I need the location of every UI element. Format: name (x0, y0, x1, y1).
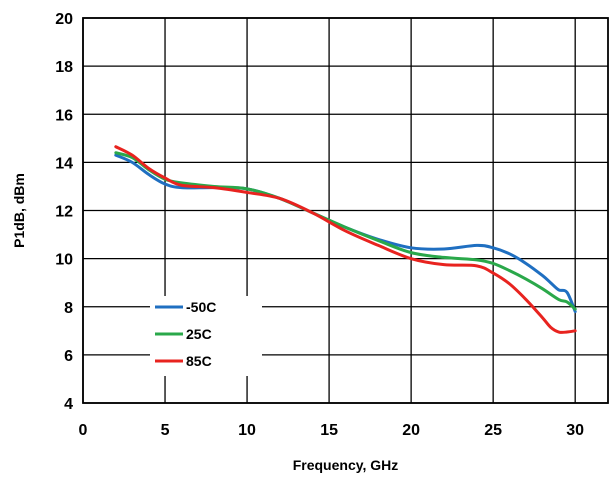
x-axis-title: Frequency, GHz (293, 457, 399, 473)
y-tick-label: 12 (55, 204, 73, 221)
x-tick-label: 0 (79, 422, 88, 439)
y-tick-label: 18 (55, 59, 73, 76)
series-line-85C (114, 145, 577, 334)
x-tick-label: 10 (238, 422, 256, 439)
grid-layer (82, 17, 608, 404)
y-tick-label: 20 (55, 11, 73, 28)
y-axis-title: P1dB, dBm (11, 173, 27, 248)
x-tick-label: 30 (566, 422, 584, 439)
x-tick-label: 20 (402, 422, 420, 439)
plot-frame (82, 17, 609, 404)
y-tick-label: 14 (55, 155, 73, 172)
y-tick-label: 4 (64, 396, 73, 413)
y-tick-label: 16 (55, 107, 73, 124)
legend-label: -50C (186, 299, 216, 315)
legend-label: 85C (186, 353, 212, 369)
tick-labels: 0 5 10 15 20 25 30 4 6 8 10 12 14 16 18 20 (55, 11, 584, 439)
y-tick-label: 6 (64, 348, 73, 365)
x-tick-label: 25 (484, 422, 502, 439)
x-tick-label: 5 (161, 422, 170, 439)
x-tick-label: 15 (320, 422, 338, 439)
y-tick-label: 8 (64, 300, 73, 317)
series-line--50C (114, 153, 577, 314)
legend: -50C 25C 85C (150, 296, 262, 376)
legend-background (150, 296, 262, 376)
legend-label: 25C (186, 326, 212, 342)
series-layer (114, 145, 577, 334)
y-tick-label: 10 (55, 252, 73, 269)
